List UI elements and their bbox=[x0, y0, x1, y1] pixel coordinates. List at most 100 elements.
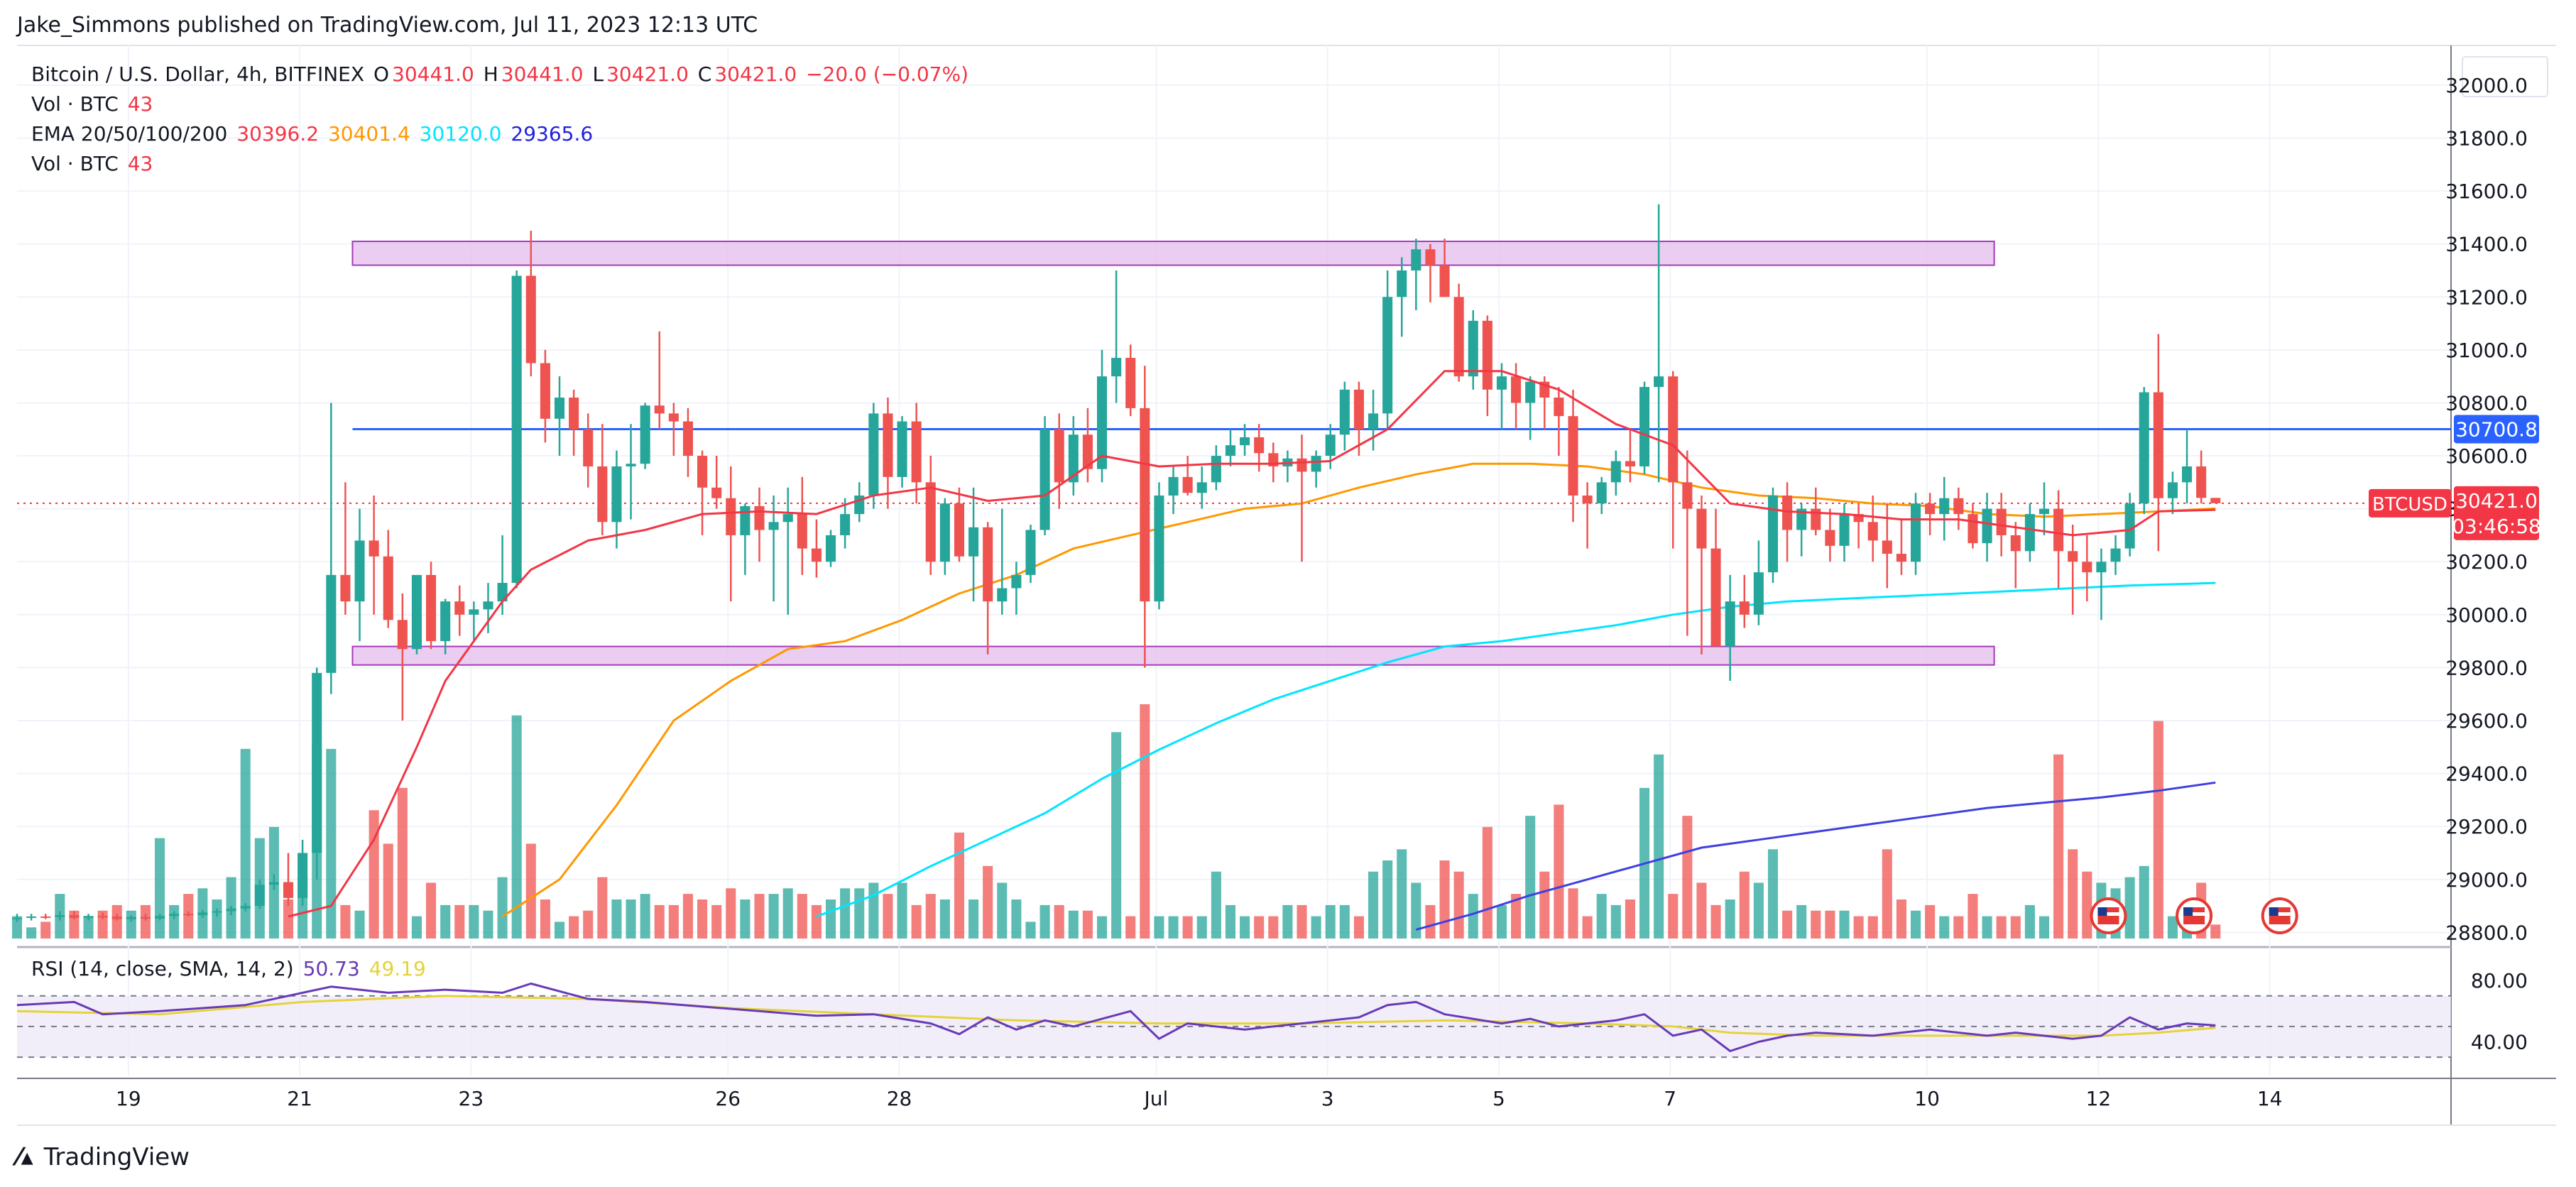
volume-bar bbox=[1368, 871, 1379, 939]
candle-body bbox=[1968, 514, 1978, 544]
flag-stripe-white bbox=[2097, 912, 2119, 916]
candle-body bbox=[11, 917, 23, 919]
volume-bar bbox=[1853, 916, 1864, 939]
candle-body bbox=[2182, 466, 2193, 483]
candle-body bbox=[1882, 540, 1892, 554]
candle-body bbox=[1168, 476, 1179, 496]
volume-bar bbox=[840, 888, 851, 939]
candle-body bbox=[925, 482, 936, 562]
y-tick-label: 31800.0 bbox=[2445, 127, 2528, 151]
candle-body bbox=[1368, 413, 1379, 430]
volume-bar bbox=[1453, 871, 1464, 939]
y-tick-label: 30800.0 bbox=[2445, 391, 2528, 415]
volume-bar bbox=[1082, 910, 1093, 939]
candle-body bbox=[2082, 562, 2092, 573]
vol2-label[interactable]: Vol · BTC bbox=[31, 152, 119, 175]
volume-bar bbox=[1511, 894, 1522, 939]
candle-body bbox=[569, 398, 579, 430]
ema-label[interactable]: EMA 20/50/100/200 bbox=[31, 122, 228, 146]
volume-bar bbox=[2082, 871, 2092, 939]
volume-bar bbox=[2153, 721, 2163, 939]
candle-body bbox=[1767, 496, 1779, 573]
volume-bar bbox=[540, 899, 550, 939]
volume-bar bbox=[682, 894, 693, 939]
low-value: 30421.0 bbox=[606, 62, 689, 86]
y-tick-label: 29200.0 bbox=[2445, 815, 2528, 838]
y-tick-label: 31000.0 bbox=[2445, 339, 2528, 362]
brand-footer[interactable]: ⁄▴ TradingView bbox=[17, 1143, 192, 1171]
candle-body bbox=[254, 885, 265, 907]
x-tick-label: 14 bbox=[2257, 1087, 2283, 1110]
y-tick-label: 30200.0 bbox=[2445, 550, 2528, 574]
volume-bar bbox=[997, 882, 1008, 939]
volume-bar bbox=[1353, 916, 1364, 939]
volume-bar bbox=[326, 748, 337, 939]
volume-bar bbox=[583, 910, 594, 939]
candle-body bbox=[1996, 508, 2007, 535]
candle-body bbox=[554, 398, 565, 419]
candle-body bbox=[1496, 376, 1507, 390]
candle-body bbox=[1311, 456, 1321, 472]
candle-body bbox=[369, 540, 379, 557]
candle-body bbox=[1011, 574, 1022, 589]
y-tick-label: 29600.0 bbox=[2445, 709, 2528, 733]
candle-body bbox=[1425, 249, 1436, 266]
y-tick-label: 32000.0 bbox=[2445, 74, 2528, 97]
vol-label[interactable]: Vol · BTC bbox=[31, 92, 119, 116]
y-tick-label: 28800.0 bbox=[2445, 921, 2528, 944]
volume-bar bbox=[1196, 916, 1207, 939]
rsi-label[interactable]: RSI (14, close, SMA, 14, 2) bbox=[31, 957, 294, 980]
volume-bar bbox=[1568, 888, 1578, 939]
volume-bar bbox=[1668, 894, 1679, 939]
candle-body bbox=[1082, 434, 1093, 469]
candle-body bbox=[111, 916, 122, 919]
legend-symbol-row: Bitcoin / U.S. Dollar, 4h, BITFINEX O 304… bbox=[31, 62, 971, 86]
rsi-tick-label: 40.00 bbox=[2471, 1031, 2528, 1054]
y-tick-label: 30000.0 bbox=[2445, 603, 2528, 627]
vol-value: 43 bbox=[127, 92, 153, 116]
candle-body bbox=[1853, 514, 1864, 523]
candle-body bbox=[583, 429, 594, 466]
volume-bar bbox=[1240, 916, 1250, 939]
symbol-title[interactable]: Bitcoin / U.S. Dollar, 4h, BITFINEX bbox=[31, 62, 365, 86]
y-tick-label: 29000.0 bbox=[2445, 868, 2528, 892]
volume-bar bbox=[1297, 904, 1307, 939]
volume-bar bbox=[983, 865, 993, 939]
volume-bar bbox=[454, 904, 465, 939]
x-tick-label: Jul bbox=[1143, 1087, 1169, 1110]
ema50-value: 30401.4 bbox=[327, 122, 410, 146]
x-tick-label: 3 bbox=[1321, 1087, 1334, 1110]
volume-bar bbox=[1397, 849, 1407, 939]
candle-body bbox=[954, 503, 965, 557]
volume-bar bbox=[1939, 916, 1950, 939]
candle-body bbox=[1654, 376, 1664, 388]
candle-body bbox=[40, 916, 51, 918]
candle-body bbox=[1068, 434, 1079, 483]
volume-bar bbox=[711, 904, 722, 939]
volume-bar bbox=[1140, 704, 1150, 939]
candle-body bbox=[2153, 392, 2163, 498]
volume-bar bbox=[1811, 910, 1821, 939]
volume-bar bbox=[1182, 916, 1193, 939]
candle-body bbox=[768, 522, 779, 530]
volume-bar bbox=[83, 916, 94, 939]
y-tick-label: 31200.0 bbox=[2445, 285, 2528, 309]
candle-body bbox=[454, 601, 465, 615]
candle-body bbox=[55, 915, 65, 917]
candle-body bbox=[126, 917, 136, 919]
volume-bar bbox=[2124, 877, 2135, 939]
volume-bar bbox=[1211, 871, 1221, 939]
candle-body bbox=[2039, 508, 2050, 515]
candle-body bbox=[1725, 601, 1735, 647]
x-tick-label: 7 bbox=[1664, 1087, 1676, 1110]
volume-bar bbox=[1767, 849, 1779, 939]
rsi-tick-label: 80.00 bbox=[2471, 969, 2528, 992]
candle-body bbox=[1682, 482, 1693, 509]
volume-bar bbox=[497, 877, 508, 939]
volume-bar bbox=[140, 904, 151, 939]
candle-body bbox=[2167, 482, 2178, 498]
candle-body bbox=[1625, 461, 1635, 466]
volume-bar bbox=[1539, 871, 1550, 939]
volume-bar bbox=[212, 899, 222, 939]
